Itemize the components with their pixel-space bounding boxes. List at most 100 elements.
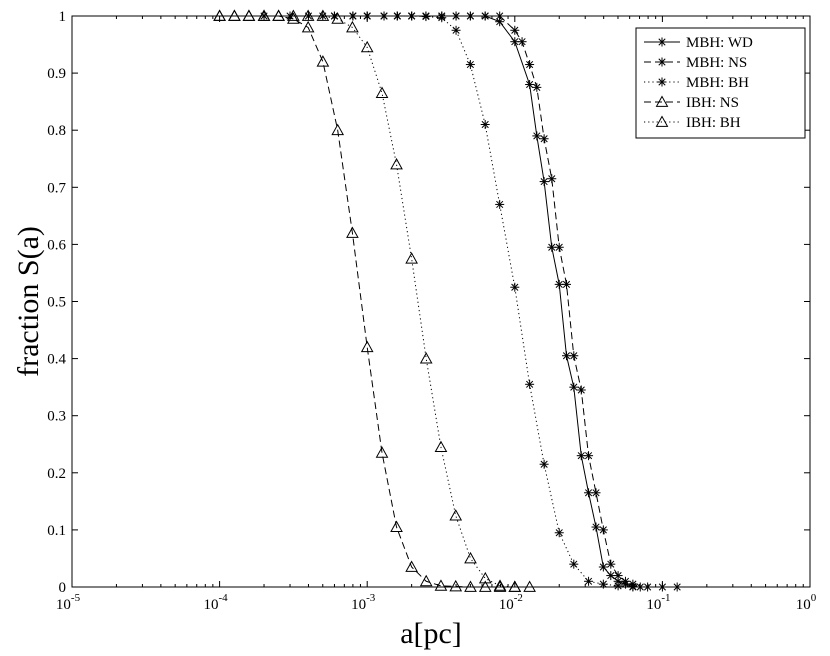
data-point: [584, 451, 594, 461]
data-point: [434, 579, 448, 591]
data-point: [655, 115, 669, 127]
data-point: [495, 199, 505, 209]
x-tick-label: 10-5: [56, 592, 81, 613]
data-point: [525, 60, 535, 70]
series-ibh-bh: [213, 9, 536, 592]
x-tick-label: 100: [796, 592, 817, 613]
x-tick-base: 10: [646, 597, 661, 613]
x-tick-base: 10: [796, 597, 811, 613]
data-point: [242, 9, 256, 21]
data-point: [657, 77, 667, 87]
data-point: [508, 580, 522, 592]
data-point: [331, 12, 345, 24]
data-point: [316, 55, 330, 67]
series-line: [219, 15, 515, 588]
data-point: [478, 580, 492, 592]
data-point: [569, 382, 579, 392]
data-point: [375, 446, 389, 458]
data-point: [620, 576, 630, 586]
x-tick-exponent: -4: [219, 592, 229, 604]
x-tick-base: 10: [204, 597, 219, 613]
y-tick-label: 0.2: [47, 466, 66, 482]
data-point: [405, 252, 418, 264]
data-point: [287, 12, 300, 24]
data-point: [346, 226, 359, 238]
series-layer: [213, 9, 682, 592]
series-mbh-wd: [329, 11, 638, 592]
data-point: [517, 37, 527, 47]
data-point: [464, 580, 477, 592]
plot-frame: [71, 15, 811, 588]
data-point: [554, 242, 564, 252]
x-tick-base: 10: [56, 597, 71, 613]
x-tick-base: 10: [499, 597, 514, 613]
x-tick-label: 10-3: [351, 592, 376, 613]
x-tick-label: 10-4: [204, 592, 229, 613]
x-tick-exponent: -2: [514, 592, 523, 604]
data-point: [613, 581, 623, 591]
legend-entry: MBH: WD: [644, 35, 753, 51]
data-point: [272, 9, 285, 21]
data-point: [510, 282, 520, 292]
data-point: [375, 86, 389, 98]
data-point: [478, 571, 492, 584]
series-line: [334, 15, 634, 588]
y-tick-label: 0.7: [47, 180, 66, 196]
y-tick-label: 0.9: [47, 66, 66, 82]
data-point: [495, 17, 505, 27]
data-point: [493, 579, 507, 591]
data-point: [606, 571, 616, 581]
data-point: [419, 352, 433, 364]
y-tick-label: 0.5: [47, 295, 66, 311]
data-point: [584, 488, 594, 498]
data-point: [228, 9, 241, 21]
x-tick-exponent: -1: [661, 592, 670, 604]
data-point: [421, 12, 431, 22]
axis-ticks: 10-5 10-4 10-3 10-2 10-1 10000.10.20.30.40.50…: [47, 9, 817, 613]
data-point: [301, 20, 315, 33]
x-tick-exponent: -5: [71, 592, 81, 604]
data-point: [213, 9, 226, 21]
data-point: [547, 174, 557, 184]
data-point: [287, 9, 300, 21]
data-point: [591, 488, 601, 498]
data-point: [360, 340, 374, 353]
y-tick-label: 0.1: [47, 523, 66, 539]
data-point: [331, 123, 345, 136]
data-point: [451, 25, 461, 35]
data-point: [613, 571, 623, 581]
data-point: [606, 559, 616, 569]
legend-label: MBH: NS: [686, 55, 747, 71]
data-point: [525, 80, 535, 90]
data-point: [257, 9, 271, 21]
data-point: [554, 279, 564, 289]
data-point: [434, 440, 448, 453]
x-tick-exponent: -3: [366, 592, 376, 604]
x-tick-base: 10: [351, 597, 366, 613]
data-point: [525, 379, 535, 389]
data-point: [591, 522, 601, 532]
x-tick-label: 10-2: [499, 592, 523, 613]
data-point: [390, 520, 403, 532]
data-point: [576, 385, 586, 395]
data-point: [657, 57, 667, 67]
data-point: [437, 13, 447, 23]
data-point: [360, 40, 374, 53]
data-point: [465, 60, 475, 70]
legend: MBH: WD MBH: NS MBH: BH IBH: NS IBH: BH: [635, 27, 806, 139]
data-point: [316, 9, 330, 21]
data-point: [539, 177, 549, 187]
y-tick-label: 0: [59, 580, 67, 596]
y-tick-label: 0.8: [47, 123, 66, 139]
data-point: [655, 95, 669, 107]
y-axis-label: fraction S(a): [12, 226, 45, 377]
series-line: [334, 15, 641, 588]
y-tick-label: 0.6: [47, 237, 66, 253]
legend-entry: IBH: NS: [644, 95, 739, 111]
legend-label: IBH: BH: [686, 115, 741, 131]
data-point: [532, 82, 542, 92]
data-point: [584, 576, 594, 586]
data-point: [539, 134, 549, 144]
data-point: [480, 119, 490, 129]
